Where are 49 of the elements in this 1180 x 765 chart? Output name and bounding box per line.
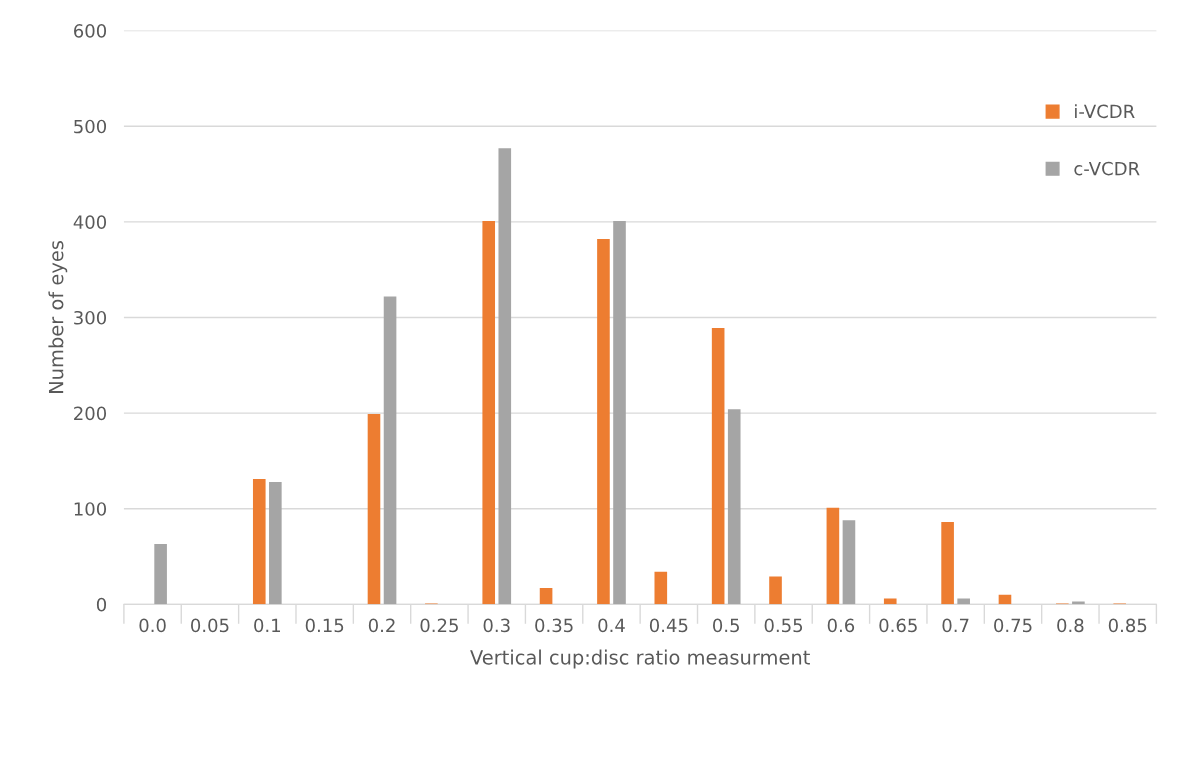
x-tick-label: 0.4 — [598, 618, 625, 633]
bar — [711, 327, 725, 605]
bar — [842, 520, 856, 605]
x-tick-label: 0.3 — [483, 618, 510, 633]
bar — [654, 571, 668, 605]
bar — [367, 414, 381, 605]
y-axis-title: Number of eyes — [48, 241, 68, 393]
x-tick-label: 0.75 — [994, 618, 1032, 633]
x-tick-label: 0.5 — [713, 618, 739, 633]
y-tick-label: 400 — [73, 215, 107, 229]
y-tick-label: 0 — [96, 597, 107, 612]
y-tick-label: 500 — [74, 119, 107, 134]
y-tick-label: 300 — [74, 310, 107, 325]
bar — [482, 220, 496, 605]
x-tick-label: 0.65 — [879, 618, 917, 633]
x-tick-label: 0.15 — [305, 618, 344, 633]
x-tick-label: 0.55 — [764, 618, 803, 633]
legend-label: c-VCDR — [1074, 161, 1140, 176]
y-tick-label: 600 — [74, 24, 107, 38]
x-tick-label: 0.35 — [535, 618, 573, 633]
x-tick-label: 0.6 — [827, 618, 855, 633]
x-tick-label: 0.7 — [942, 618, 969, 633]
x-axis-title: Vertical cup:disc ratio measurment — [470, 649, 810, 669]
bar — [498, 148, 512, 605]
bar — [941, 522, 954, 605]
bar — [613, 220, 626, 605]
x-tick-label: 0.45 — [649, 618, 688, 633]
bar — [154, 544, 167, 605]
x-tick-label: 0.1 — [254, 618, 280, 633]
bar — [597, 239, 610, 605]
bar — [539, 588, 553, 605]
x-tick-label: 0.8 — [1057, 618, 1084, 633]
x-tick-label: 0.05 — [191, 618, 229, 633]
legend-label: i-VCDR — [1075, 104, 1135, 119]
bar — [252, 479, 266, 605]
bar — [883, 598, 897, 605]
y-tick-label: 200 — [74, 406, 107, 421]
x-tick-label: 0.25 — [420, 618, 458, 633]
x-tick-label: 0.0 — [139, 618, 166, 633]
bar — [1072, 601, 1085, 605]
bar — [826, 507, 840, 605]
x-tick-label: 0.2 — [368, 618, 395, 633]
x-tick-label: 0.85 — [1108, 618, 1147, 633]
bar — [383, 296, 397, 605]
bar — [957, 598, 970, 605]
y-tick-label: 100 — [74, 502, 107, 516]
bar — [727, 409, 741, 605]
bar — [269, 481, 282, 605]
bar — [769, 576, 782, 605]
